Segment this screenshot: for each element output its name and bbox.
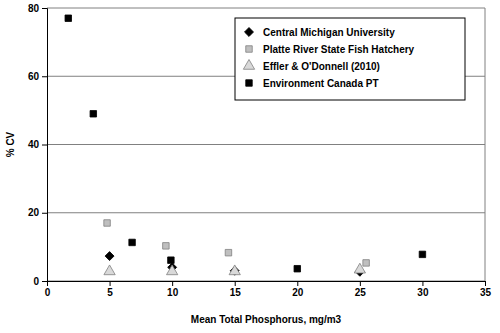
point bbox=[294, 265, 300, 271]
point bbox=[354, 263, 365, 273]
tick: 30 bbox=[417, 281, 429, 298]
tick-label: 35 bbox=[480, 287, 492, 298]
legend: Central Michigan University Platte River … bbox=[235, 18, 465, 100]
tick: 10 bbox=[167, 281, 179, 298]
tick: 80 bbox=[28, 3, 47, 14]
point bbox=[168, 257, 174, 263]
grid-line bbox=[47, 144, 485, 145]
tick: 40 bbox=[28, 139, 47, 150]
point bbox=[65, 15, 71, 21]
point bbox=[104, 265, 115, 275]
point bbox=[229, 265, 240, 275]
tick-label: 0 bbox=[45, 287, 51, 298]
chart: 0 5 10 15 20 25 30 35 0 20 40 60 80 Central Michigan … bbox=[0, 0, 500, 333]
x-axis-title: Mean Total Phosphorus, mg/m3 bbox=[191, 314, 342, 325]
tick-mark bbox=[360, 281, 361, 286]
point bbox=[163, 243, 169, 249]
x-axis: 0 5 10 15 20 25 30 35 bbox=[45, 281, 492, 298]
point bbox=[225, 249, 231, 255]
series bbox=[104, 220, 370, 266]
tick-mark bbox=[172, 281, 173, 286]
y-axis-title: % CV bbox=[5, 131, 16, 157]
tick: 20 bbox=[292, 281, 304, 298]
tick-label: 5 bbox=[107, 287, 113, 298]
tick-mark bbox=[235, 281, 236, 286]
frame bbox=[485, 8, 486, 281]
tick-mark bbox=[42, 281, 47, 282]
tick-label: 25 bbox=[355, 287, 367, 298]
y-axis: 0 20 40 60 80 bbox=[28, 3, 48, 287]
tick-label: 10 bbox=[167, 287, 179, 298]
axis-line bbox=[42, 9, 48, 282]
legend-label: Central Michigan University bbox=[263, 27, 395, 38]
point bbox=[419, 251, 425, 257]
tick-label: 15 bbox=[230, 287, 242, 298]
point bbox=[167, 265, 178, 275]
plot-area: 0 5 10 15 20 25 30 35 0 20 40 60 80 Central Michigan … bbox=[28, 3, 492, 298]
tick-label: 80 bbox=[28, 3, 40, 14]
tick-mark bbox=[42, 8, 47, 9]
legend-label: Effler & O'Donnell (2010) bbox=[263, 61, 380, 72]
tick: 25 bbox=[355, 281, 367, 298]
tick: 35 bbox=[480, 281, 492, 298]
tick: 15 bbox=[230, 281, 242, 298]
legend-box bbox=[235, 18, 465, 100]
tick-mark bbox=[422, 281, 423, 286]
tick-mark bbox=[485, 281, 486, 286]
tick-label: 20 bbox=[28, 207, 40, 218]
tick: 60 bbox=[28, 71, 47, 82]
tick: 5 bbox=[107, 281, 113, 298]
point bbox=[104, 220, 110, 226]
series bbox=[105, 252, 364, 277]
tick-mark bbox=[42, 76, 47, 77]
tick-mark bbox=[42, 213, 47, 214]
legend-symbol bbox=[243, 59, 254, 69]
point bbox=[363, 260, 369, 266]
series bbox=[104, 263, 366, 274]
tick-label: 40 bbox=[28, 139, 40, 150]
tick: 0 bbox=[45, 281, 51, 298]
grid bbox=[47, 8, 485, 281]
tick: 20 bbox=[28, 207, 47, 218]
axis-line bbox=[48, 282, 486, 287]
tick-label: 0 bbox=[33, 276, 39, 287]
tick-mark bbox=[42, 145, 47, 146]
legend-symbol bbox=[246, 80, 252, 86]
grid-line bbox=[47, 212, 485, 213]
legend-symbol bbox=[246, 46, 252, 52]
tick-label: 30 bbox=[417, 287, 429, 298]
point bbox=[90, 111, 96, 117]
point bbox=[129, 239, 135, 245]
tick-label: 20 bbox=[292, 287, 304, 298]
tick-mark bbox=[110, 281, 111, 286]
tick: 0 bbox=[33, 276, 47, 287]
legend-label: Platte River State Fish Hatchery bbox=[263, 44, 415, 55]
legend-symbol bbox=[245, 28, 254, 37]
tick-label: 60 bbox=[28, 71, 40, 82]
grid-line bbox=[47, 8, 485, 9]
tick-mark bbox=[297, 281, 298, 286]
point bbox=[105, 252, 114, 261]
legend-label: Environment Canada PT bbox=[263, 78, 379, 89]
